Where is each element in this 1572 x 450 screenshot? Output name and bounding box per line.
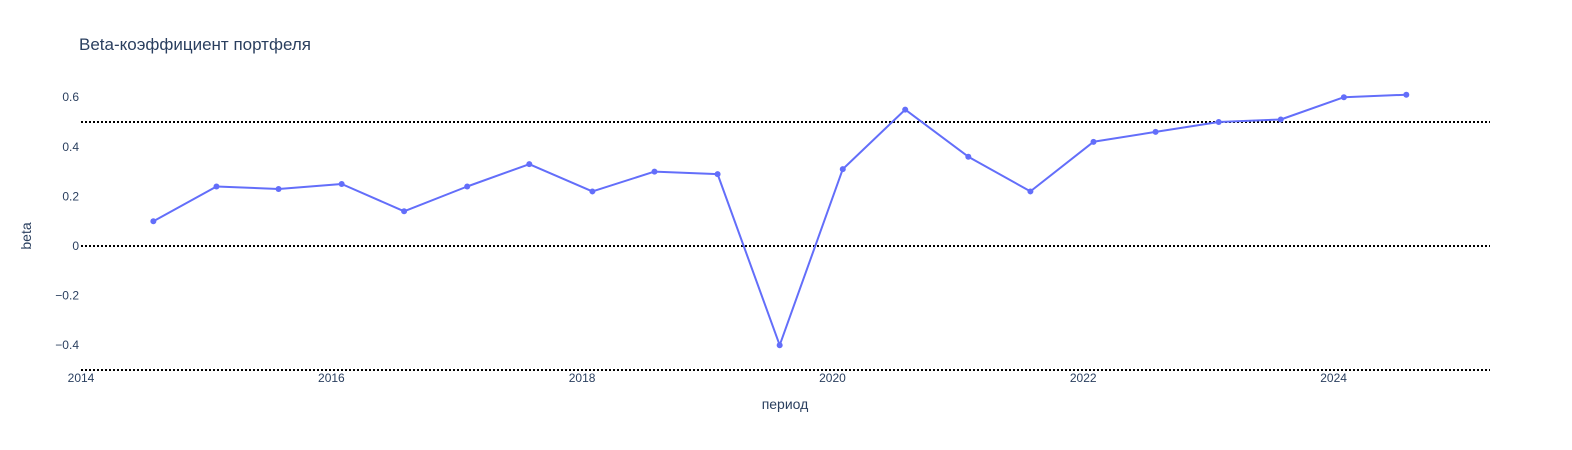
data-point[interactable]: [902, 106, 909, 113]
data-point[interactable]: [338, 181, 345, 187]
y-tick-label: 0: [72, 239, 79, 253]
data-point[interactable]: [1340, 94, 1347, 101]
data-point[interactable]: [589, 188, 596, 195]
y-tick-label: 0.6: [62, 90, 79, 104]
data-point[interactable]: [714, 171, 721, 178]
data-point[interactable]: [401, 208, 408, 215]
x-axis-title: период: [762, 396, 809, 412]
chart-title: Beta-коэффициент портфеля: [79, 35, 311, 54]
y-tick-label: 0.2: [62, 189, 79, 203]
data-point[interactable]: [651, 168, 658, 175]
series-layer: [150, 91, 1410, 349]
data-point[interactable]: [1090, 138, 1097, 145]
x-tick-label: 2016: [318, 371, 345, 385]
x-axis-ticks: 2014 2016 2018 2020 2022 2024: [68, 371, 1348, 385]
data-point[interactable]: [1027, 188, 1034, 195]
data-point[interactable]: [965, 153, 972, 160]
data-point[interactable]: [1152, 128, 1159, 135]
data-point[interactable]: [464, 183, 471, 190]
y-tick-label: 0.4: [62, 140, 79, 154]
data-point[interactable]: [213, 183, 220, 190]
data-point[interactable]: [1277, 116, 1284, 123]
data-point[interactable]: [839, 166, 846, 173]
data-point[interactable]: [1215, 119, 1222, 125]
data-point[interactable]: [776, 342, 783, 349]
y-tick-label: −0.4: [55, 338, 79, 352]
data-point[interactable]: [1403, 91, 1410, 98]
x-tick-label: 2020: [819, 371, 846, 385]
reference-lines: [81, 121, 1490, 371]
data-point[interactable]: [150, 218, 157, 225]
data-point[interactable]: [526, 161, 533, 168]
x-tick-label: 2014: [68, 371, 95, 385]
x-tick-label: 2022: [1070, 371, 1097, 385]
data-point[interactable]: [275, 185, 282, 192]
y-axis-title: beta: [18, 222, 34, 249]
series-line: [152, 93, 1407, 347]
x-tick-label: 2024: [1320, 371, 1347, 385]
y-axis-ticks: 0.6 0.4 0.2 0 −0.2 −0.4: [55, 90, 79, 352]
y-tick-label: −0.2: [55, 289, 79, 303]
x-tick-label: 2018: [569, 371, 596, 385]
